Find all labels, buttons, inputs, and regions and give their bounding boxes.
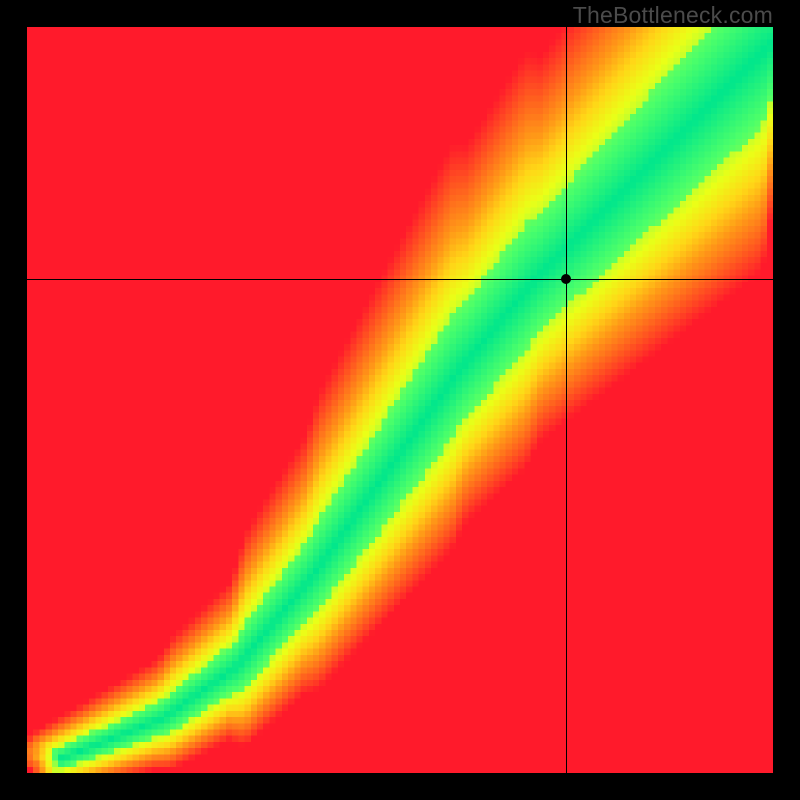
watermark-label: TheBottleneck.com (573, 2, 773, 29)
heatmap-canvas (27, 27, 773, 773)
selection-marker[interactable] (561, 274, 571, 284)
plot-area (27, 27, 773, 773)
crosshair-vertical (566, 27, 567, 773)
crosshair-horizontal (27, 279, 773, 280)
chart-frame: TheBottleneck.com (0, 0, 800, 800)
